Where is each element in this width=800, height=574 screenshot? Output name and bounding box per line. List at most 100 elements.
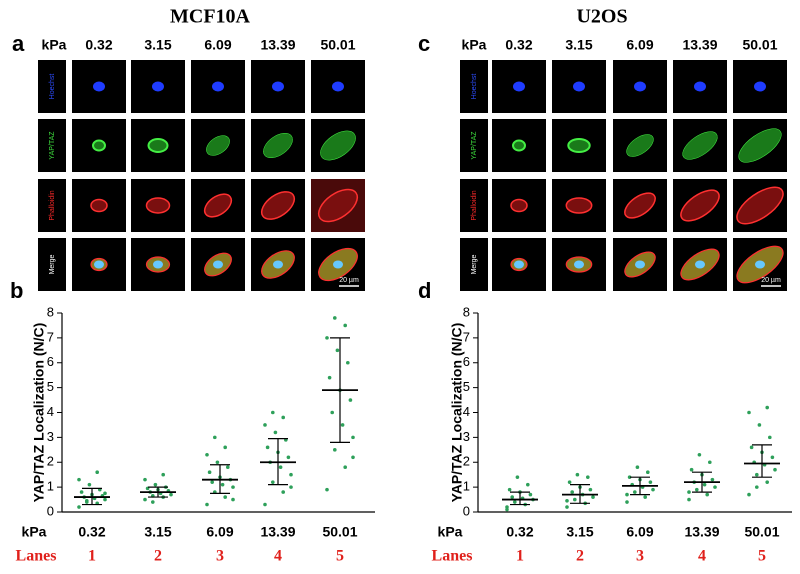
data-point <box>335 348 340 353</box>
stiffness-label: 6.09 <box>204 37 231 53</box>
data-point <box>697 452 702 457</box>
cell-yap <box>738 128 782 163</box>
panel-letter: d <box>418 278 431 303</box>
channel-label-box <box>460 238 488 291</box>
data-point <box>223 495 227 499</box>
scale-bar-label: 20 µm <box>339 277 359 284</box>
y-tick-label: 3 <box>463 429 470 444</box>
data-point <box>271 480 275 484</box>
data-point <box>768 435 772 440</box>
y-axis-label: YAP/TAZ Localization (N/C) <box>449 323 465 503</box>
stiffness-label: 50.01 <box>320 37 355 53</box>
data-point <box>643 495 647 499</box>
data-point <box>151 500 155 504</box>
nucleus-merge <box>635 260 645 269</box>
lanes-title: Lanes <box>432 548 473 565</box>
channel-label-box <box>460 119 488 172</box>
y-tick-label: 1 <box>47 479 54 494</box>
data-point <box>281 490 286 494</box>
channel-label-box <box>38 60 66 113</box>
data-point <box>95 470 99 475</box>
nucleus <box>152 81 164 92</box>
data-point <box>573 497 577 502</box>
nucleus-merge <box>574 260 584 269</box>
cell-yap <box>320 130 356 161</box>
lane-label: 5 <box>758 548 766 565</box>
y-tick-label: 7 <box>463 329 470 344</box>
y-tick-label: 5 <box>47 379 54 394</box>
cell-yap <box>626 134 654 157</box>
nucleus <box>634 81 646 92</box>
x-axis-title: kPa <box>438 524 463 540</box>
data-point <box>567 480 572 484</box>
data-point <box>515 475 520 479</box>
nucleus-merge <box>514 260 524 269</box>
data-point <box>713 485 717 489</box>
data-point <box>271 410 275 415</box>
data-point <box>633 490 637 494</box>
data-point <box>205 502 209 507</box>
channel-label-box <box>38 119 66 172</box>
data-point <box>635 465 640 470</box>
nucleus-merge <box>94 260 104 269</box>
stiffness-label: 13.39 <box>682 37 717 53</box>
data-point <box>143 477 147 482</box>
data-point <box>705 492 709 497</box>
data-point <box>223 445 227 450</box>
data-point <box>351 435 355 440</box>
data-point <box>526 482 530 487</box>
data-point <box>103 491 107 496</box>
cell-actin <box>510 198 528 213</box>
data-point <box>351 455 355 460</box>
data-point <box>570 490 574 494</box>
data-point <box>220 482 225 487</box>
stiffness-label: 13.39 <box>260 37 295 53</box>
data-point <box>343 323 348 328</box>
scale-bar-label: 20 µm <box>761 277 781 284</box>
data-point <box>278 465 283 470</box>
data-point <box>77 477 81 482</box>
data-point <box>207 470 212 475</box>
data-point <box>333 316 337 320</box>
data-point <box>161 472 165 477</box>
y-tick-label: 6 <box>463 354 470 369</box>
x-tick-label: 0.32 <box>78 524 105 540</box>
data-point <box>507 487 512 492</box>
channel-label-box <box>460 179 488 232</box>
nucleus <box>573 81 585 92</box>
x-tick-label: 6.09 <box>626 524 653 540</box>
data-point <box>79 490 84 494</box>
y-tick-label: 2 <box>463 454 470 469</box>
data-point <box>773 467 777 472</box>
data-point <box>765 480 769 484</box>
data-point <box>695 487 699 492</box>
data-point <box>289 472 293 477</box>
data-point <box>755 472 759 477</box>
y-tick-label: 4 <box>47 404 54 419</box>
data-point <box>103 497 107 502</box>
data-point <box>625 492 629 497</box>
data-point <box>226 465 230 470</box>
data-point <box>588 487 593 492</box>
x-tick-label: 6.09 <box>206 524 233 540</box>
cell-yap <box>567 138 591 153</box>
data-point <box>627 475 632 479</box>
data-point <box>231 497 235 502</box>
nucleus <box>93 81 105 92</box>
lane-label: 4 <box>698 548 706 565</box>
cell-yap <box>512 139 526 152</box>
nucleus <box>694 81 706 92</box>
data-point <box>215 460 220 465</box>
nucleus <box>212 81 224 92</box>
lane-label: 1 <box>516 548 524 565</box>
lane-label: 5 <box>336 548 344 565</box>
cell-yap <box>682 131 718 160</box>
x-tick-label: 3.15 <box>566 524 593 540</box>
stiffness-label: 6.09 <box>626 37 653 53</box>
nucleus <box>754 81 766 92</box>
cell-actin <box>203 193 233 218</box>
cell-actin <box>624 192 656 219</box>
stiffness-label: 3.15 <box>144 37 171 53</box>
data-point <box>565 499 569 503</box>
